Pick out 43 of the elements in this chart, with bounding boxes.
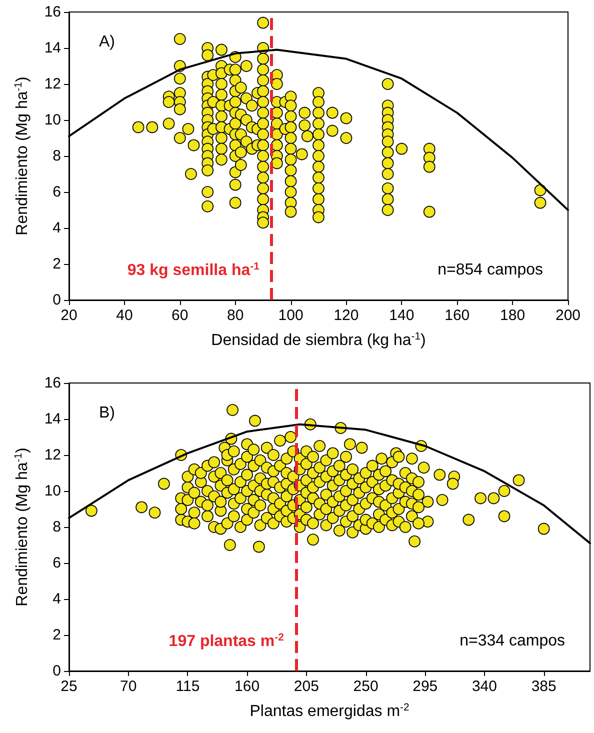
y-tick-label: 2 [52, 256, 61, 272]
x-tick-label: 120 [334, 307, 359, 324]
annotation: n=334 campos [460, 632, 565, 650]
x-tick-label: 140 [389, 307, 414, 324]
y-tick-label: 10 [44, 112, 61, 128]
x-tick-label: 200 [555, 307, 581, 324]
x-tick-label: 100 [278, 307, 304, 324]
y-tick-label: 4 [52, 590, 61, 608]
y-tick-label: 0 [52, 292, 61, 308]
annotation: A) [99, 34, 115, 50]
annotation: B) [99, 404, 115, 422]
x-tick-label: 160 [234, 678, 260, 695]
y-tick-label: 14 [44, 410, 61, 428]
x-tick-label: 70 [120, 678, 137, 695]
y-tick-label: 6 [52, 184, 61, 200]
x-tick-label: 295 [412, 678, 438, 695]
x-tick-label: 205 [294, 678, 319, 695]
y-tick-label: 0 [52, 662, 61, 680]
y-tick-label: 12 [44, 446, 61, 464]
x-tick-label: 25 [60, 678, 78, 695]
x-tick-label: 115 [176, 678, 200, 695]
y-tick-label: 10 [44, 482, 61, 500]
y-axis-title: Rendimiento (Mg ha-1) [13, 76, 31, 236]
y-tick-label: 8 [52, 518, 61, 536]
y-tick-label: 14 [44, 40, 61, 56]
y-tick-label: 8 [52, 148, 61, 164]
y-axis-title: Rendimiento (Mg ha-1) [13, 448, 31, 606]
y-tick-label: 16 [44, 374, 61, 392]
y-tick-label: 12 [44, 76, 61, 92]
x-tick-label: 340 [472, 678, 497, 695]
x-tick-label: 20 [60, 307, 78, 324]
y-tick-label: 6 [52, 554, 61, 572]
y-tick-label: 16 [44, 4, 61, 20]
x-tick-label: 385 [531, 678, 556, 695]
x-tick-label: 250 [353, 678, 378, 695]
x-tick-label: 40 [116, 307, 133, 324]
x-tick-label: 180 [500, 307, 526, 324]
annotation: n=854 campos [438, 262, 543, 278]
x-tick-label: 160 [444, 307, 470, 324]
x-tick-label: 80 [226, 307, 244, 324]
y-tick-label: 4 [52, 220, 61, 236]
y-tick-label: 2 [52, 626, 61, 644]
x-tick-label: 60 [172, 307, 188, 324]
